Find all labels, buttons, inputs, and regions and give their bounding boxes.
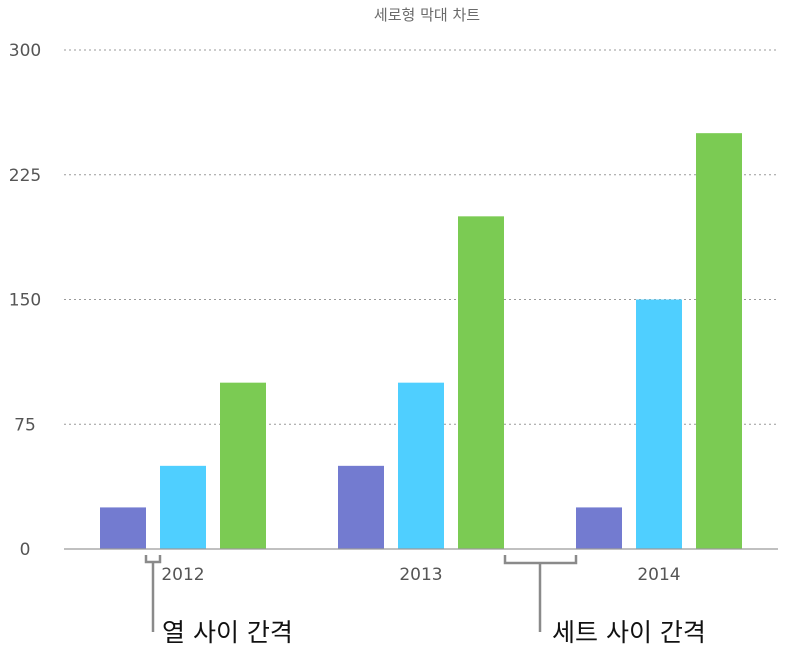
bar bbox=[160, 465, 206, 549]
bar bbox=[398, 382, 444, 549]
y-axis-ticks: 0 75 150 225 300 bbox=[9, 41, 41, 560]
y-tick-label: 300 bbox=[9, 41, 41, 61]
x-tick-label: 2013 bbox=[399, 565, 442, 585]
set-gap-bracket bbox=[503, 555, 578, 565]
column-gap-label: 열 사이 간격 bbox=[162, 618, 293, 647]
y-tick-label: 150 bbox=[9, 291, 41, 311]
x-tick-label: 2014 bbox=[637, 565, 680, 585]
bar bbox=[576, 507, 622, 549]
set-gap-callout: 세트 사이 간격 bbox=[503, 555, 706, 647]
x-axis-ticks: 2012 2013 2014 bbox=[161, 565, 680, 585]
column-gap-callout: 열 사이 간격 bbox=[144, 555, 293, 647]
chart-title: 세로형 막대 차트 bbox=[374, 6, 480, 24]
y-tick-label: 225 bbox=[9, 166, 41, 186]
bar bbox=[458, 216, 504, 550]
y-tick-label: 0 bbox=[20, 540, 31, 560]
bar bbox=[696, 133, 742, 549]
bar bbox=[220, 382, 266, 549]
bars bbox=[100, 133, 742, 550]
bar bbox=[636, 299, 682, 549]
y-tick-label: 75 bbox=[14, 415, 36, 435]
column-gap-bracket bbox=[144, 555, 162, 564]
x-tick-label: 2012 bbox=[161, 565, 204, 585]
bar bbox=[338, 465, 384, 549]
bar bbox=[100, 507, 146, 549]
set-gap-label: 세트 사이 간격 bbox=[552, 618, 706, 647]
